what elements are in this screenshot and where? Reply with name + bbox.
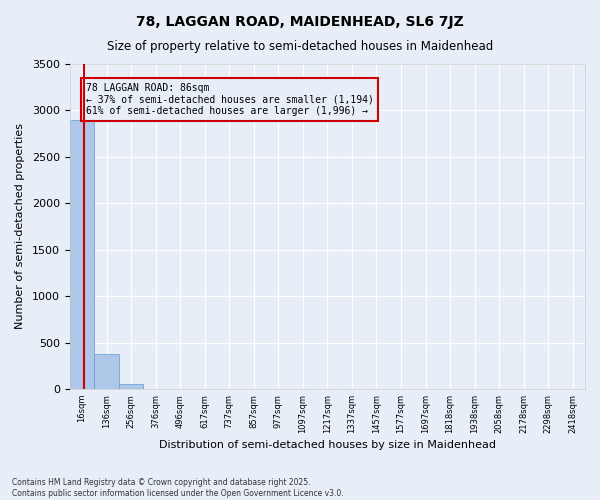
Text: Contains HM Land Registry data © Crown copyright and database right 2025.
Contai: Contains HM Land Registry data © Crown c… <box>12 478 344 498</box>
Bar <box>70 120 94 389</box>
Bar <box>94 354 119 389</box>
Text: 78 LAGGAN ROAD: 86sqm
← 37% of semi-detached houses are smaller (1,194)
61% of s: 78 LAGGAN ROAD: 86sqm ← 37% of semi-deta… <box>86 82 374 116</box>
Text: 78, LAGGAN ROAD, MAIDENHEAD, SL6 7JZ: 78, LAGGAN ROAD, MAIDENHEAD, SL6 7JZ <box>136 15 464 29</box>
Y-axis label: Number of semi-detached properties: Number of semi-detached properties <box>15 124 25 330</box>
Text: Size of property relative to semi-detached houses in Maidenhead: Size of property relative to semi-detach… <box>107 40 493 53</box>
X-axis label: Distribution of semi-detached houses by size in Maidenhead: Distribution of semi-detached houses by … <box>159 440 496 450</box>
Bar <box>119 384 143 389</box>
